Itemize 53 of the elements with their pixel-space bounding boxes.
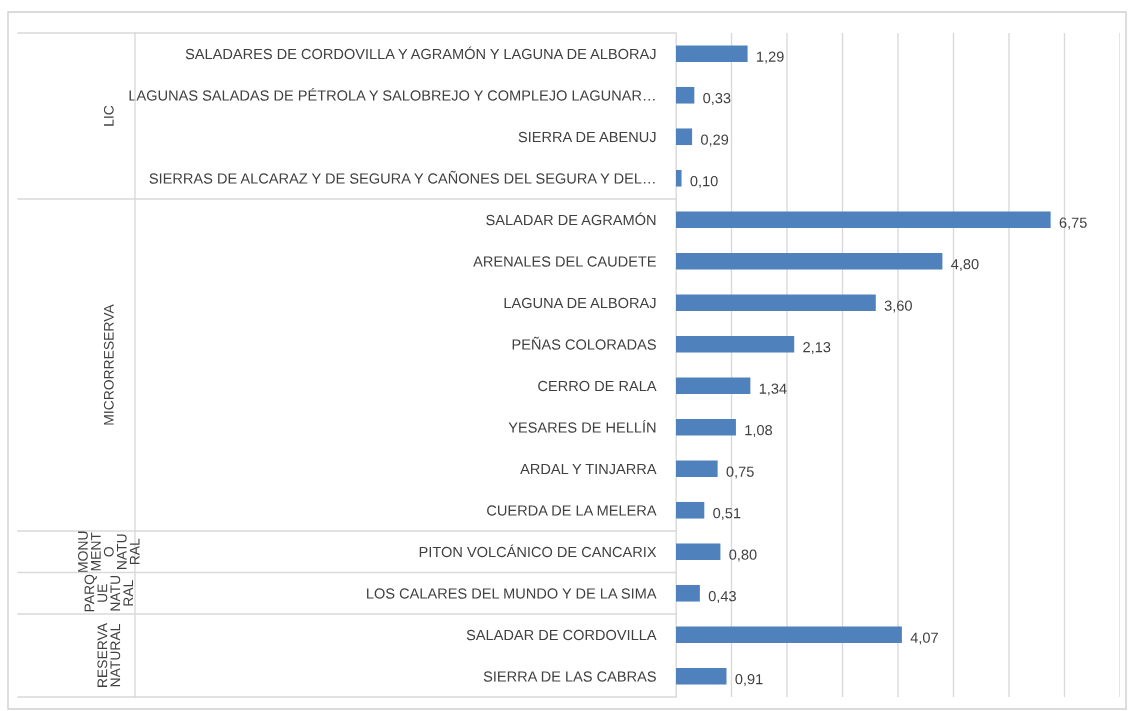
bar [676, 418, 736, 436]
bar [676, 460, 718, 478]
data-label: 3,60 [884, 300, 912, 313]
bar [676, 86, 695, 104]
data-label: 0,80 [729, 549, 757, 562]
bar [676, 335, 795, 353]
data-label: 0,33 [703, 93, 731, 106]
bar [676, 45, 748, 63]
bar [676, 584, 700, 602]
bar [676, 626, 902, 644]
text: MICRORRESERVA [103, 304, 114, 425]
y-tick-label: PITON VOLCÁNICO DE CANCARIX [419, 544, 657, 558]
y-tick-label: PEÑAS COLORADAS [512, 336, 656, 350]
bar [676, 252, 943, 270]
y-tick-label: CUERDA DE LA MELERA [487, 505, 657, 516]
y-tick-label: SIERRAS DE ALCARAZ Y DE SEGURA Y CAÑONES DEL SEGURA Y DEL… [149, 170, 655, 184]
data-label: 1,29 [757, 51, 784, 64]
text: MONUMENTO NATURAL [78, 531, 140, 572]
bar [676, 543, 721, 561]
y-tick-label: SIERRA DE LAS CABRAS [483, 671, 656, 682]
y-tick-label: ARDAL Y TINJARRA [520, 464, 657, 475]
data-label: 0,75 [726, 466, 754, 479]
data-label: 6,75 [1059, 217, 1087, 230]
data-label: 0,51 [713, 508, 741, 521]
text: LIC [103, 105, 114, 126]
data-label: 4,07 [910, 632, 938, 645]
y-tick-label: YESARES DE HELLÍN [508, 419, 656, 433]
bar [676, 169, 682, 187]
bar [676, 667, 727, 685]
y-tick-label: LAGUNA DE ALBORAJ [504, 297, 656, 309]
data-label: 1,08 [745, 425, 773, 438]
y-tick-label: SALADARES DE CORDOVILLA Y AGRAMÓN Y LAGUNA DE ALBORAJ [185, 46, 656, 60]
y-tick-label: SALADAR DE CORDOVILLA [466, 629, 657, 641]
bar [676, 128, 693, 146]
data-label: 0,29 [701, 134, 729, 147]
bar [676, 211, 1051, 229]
data-label: 4,80 [951, 259, 979, 272]
bar [676, 501, 705, 519]
y-tick-label: SALADAR DE AGRAMÓN [486, 212, 656, 226]
y-tick-label: ARENALES DEL CAUDETE [473, 256, 656, 267]
text: PARQUE NATURAL [84, 574, 134, 612]
data-label: 0,43 [708, 591, 736, 604]
bar [676, 377, 751, 395]
y-tick-label: LAGUNAS SALADAS DE PÉTROLA Y SALOBREJO Y COMPLEJO LAGUNAR… [129, 87, 655, 101]
y-tick-label: SIERRA DE ABENUJ [518, 131, 656, 143]
data-label: 1,34 [759, 383, 787, 396]
y-tick-label: LOS CALARES DEL MUNDO Y DE LA SIMA [367, 588, 657, 599]
bar [676, 294, 876, 312]
data-label: 0,10 [690, 176, 718, 189]
data-label: 2,13 [803, 342, 831, 355]
data-label: 0,91 [735, 674, 763, 687]
y-tick-label: CERRO DE RALA [538, 380, 657, 392]
text: RESERVA NATURAL [97, 622, 121, 687]
